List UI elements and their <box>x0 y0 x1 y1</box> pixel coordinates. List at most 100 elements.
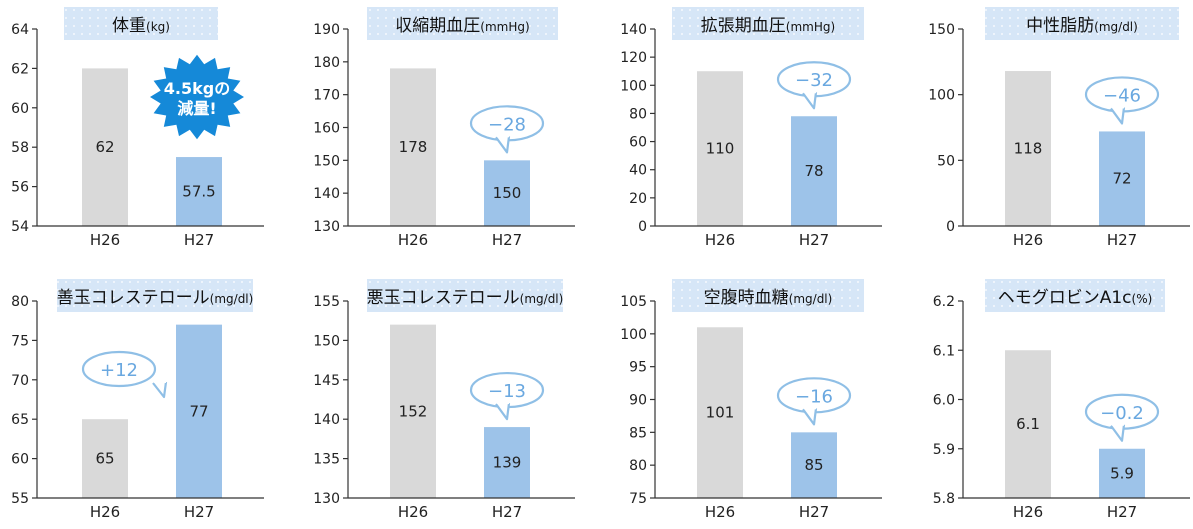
bar-value-label: 78 <box>804 162 823 180</box>
chart-panel-3: 拡張期血圧(mmHg) 110 H26 78 H27 0 20 40 60 80 100 120 140… <box>620 7 882 249</box>
chart-title: ヘモグロビンA1c(%) <box>998 288 1153 308</box>
y-tick-label: 150 <box>313 333 340 349</box>
bar-value-label: 85 <box>804 456 823 474</box>
y-tick-label: 60 <box>629 135 647 151</box>
chart-panel-8: ヘモグロビンA1c(%) 6.1 H26 5.9 H27 5.8 5.9 6.0 6.1 6.2 −… <box>933 279 1190 521</box>
y-tick-label: 6.0 <box>933 393 955 409</box>
bar-value-label: 65 <box>95 450 114 468</box>
x-tick-label: H26 <box>1013 231 1043 249</box>
chart-title: 収縮期血圧(mmHg) <box>395 16 529 36</box>
y-tick-label: 70 <box>11 373 29 389</box>
bar-value-label: 152 <box>399 402 428 420</box>
callout-tail <box>495 402 511 421</box>
chart-title: 悪玉コレステロール(mg/dl) <box>367 288 564 308</box>
y-tick-label: 60 <box>11 101 29 117</box>
y-tick-label: 65 <box>11 412 29 428</box>
y-tick-label: 40 <box>629 163 647 179</box>
bar-value-label: 6.1 <box>1016 415 1040 433</box>
change-callout: −13 <box>469 371 545 421</box>
bar-value-label: 77 <box>189 402 208 420</box>
chart-title-box <box>672 7 864 40</box>
bar-h26 <box>1005 350 1051 498</box>
chart-title: 空腹時血糖(mg/dl) <box>704 288 833 308</box>
y-tick-label: 120 <box>620 50 647 66</box>
x-tick-label: H27 <box>492 503 522 521</box>
change-callout: −28 <box>469 105 545 154</box>
callout-tail-mask <box>497 398 509 405</box>
bar-h27 <box>1099 131 1145 226</box>
y-tick-label: 0 <box>946 219 955 235</box>
x-tick-label: H26 <box>1013 503 1043 521</box>
bar-h27 <box>791 116 837 226</box>
bar-h27 <box>484 160 530 226</box>
y-tick-label: 180 <box>313 55 340 71</box>
chart-title-unit: (mg/dl) <box>1094 20 1138 34</box>
chart-title-main: 空腹時血糖 <box>704 288 789 308</box>
y-tick-label: 60 <box>11 452 29 468</box>
y-tick-label: 80 <box>11 294 29 310</box>
y-tick-label: 130 <box>313 219 340 235</box>
x-tick-label: H26 <box>90 503 120 521</box>
callout-tail <box>802 92 818 110</box>
chart-panel-2: 収縮期血圧(mmHg) 178 H26 150 H27 130 140 150 160 170 18… <box>313 7 575 249</box>
chart-title-main: 拡張期血圧 <box>701 16 786 36</box>
y-tick-label: 6.1 <box>933 343 955 359</box>
bar-h27 <box>176 157 222 226</box>
bar-value-label: 178 <box>399 138 428 156</box>
y-tick-label: 62 <box>11 61 29 77</box>
bar-h26 <box>82 419 128 498</box>
x-tick-label: H27 <box>799 503 829 521</box>
y-tick-label: 100 <box>620 327 647 343</box>
y-tick-label: 80 <box>629 458 647 474</box>
bar-value-label: 72 <box>1112 170 1131 188</box>
x-tick-label: H26 <box>398 503 428 521</box>
bar-value-label: 139 <box>493 454 522 472</box>
callout-tail-mask <box>804 403 816 410</box>
chart-title-box <box>672 279 864 312</box>
change-callout: −32 <box>776 61 852 110</box>
x-tick-label: H27 <box>799 231 829 249</box>
x-tick-label: H27 <box>1107 231 1137 249</box>
y-tick-label: 5.8 <box>933 491 955 507</box>
callout-label: −16 <box>795 386 833 407</box>
chart-panel-5: 善玉コレステロール(mg/dl) 65 H26 77 H27 55 60 65 70 75 80 +1… <box>11 279 264 521</box>
bar-h27 <box>484 427 530 498</box>
burst-line-2: 減量! <box>177 99 216 118</box>
callout-tail <box>1110 107 1126 125</box>
chart-title: 善玉コレステロール(mg/dl) <box>57 288 254 308</box>
bar-value-label: 57.5 <box>182 183 215 201</box>
chart-title-main: 体重 <box>112 16 146 36</box>
bar-value-label: 110 <box>706 140 735 158</box>
y-tick-label: 100 <box>928 88 955 104</box>
y-tick-label: 20 <box>629 191 647 207</box>
chart-title-unit: (kg) <box>146 20 170 34</box>
chart-title-box <box>64 7 218 40</box>
y-tick-label: 58 <box>11 140 29 156</box>
callout-label: −0.2 <box>1100 403 1144 424</box>
callout-tail <box>495 136 511 154</box>
y-tick-label: 100 <box>620 78 647 94</box>
callout-label: −28 <box>488 114 526 135</box>
bar-value-label: 101 <box>706 404 735 422</box>
chart-panel-7: 空腹時血糖(mg/dl) 101 H26 85 H27 75 80 85 90 95 100 105 −… <box>620 279 882 521</box>
y-tick-label: 50 <box>937 153 955 169</box>
x-tick-label: H27 <box>184 503 214 521</box>
change-callout: +12 <box>81 350 168 399</box>
bar-h26 <box>390 68 436 227</box>
y-tick-label: 130 <box>313 491 340 507</box>
y-tick-label: 0 <box>638 219 647 235</box>
x-tick-label: H27 <box>184 231 214 249</box>
x-tick-label: H27 <box>1107 503 1137 521</box>
y-tick-label: 170 <box>313 88 340 104</box>
y-tick-label: 85 <box>629 425 647 441</box>
bar-h26 <box>390 324 436 498</box>
y-tick-label: 75 <box>11 333 29 349</box>
bar-h26 <box>697 71 743 226</box>
callout-label: −32 <box>795 70 833 91</box>
callout-label: −13 <box>488 381 526 402</box>
y-tick-label: 150 <box>928 22 955 38</box>
x-tick-label: H27 <box>492 231 522 249</box>
